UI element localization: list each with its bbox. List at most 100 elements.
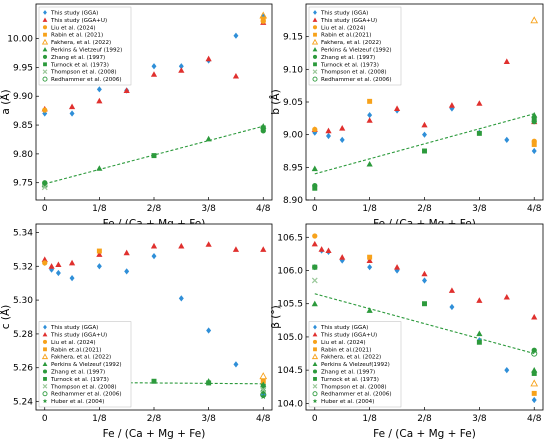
x-tick-label: 2/8 (417, 414, 432, 424)
legend-marker (42, 69, 48, 75)
x-tick-label: 3/8 (201, 414, 216, 424)
data-point (96, 97, 103, 104)
data-point (449, 303, 455, 311)
y-tick-label: 5.24 (13, 398, 33, 408)
legend-marker (312, 47, 318, 52)
legend-marker (312, 361, 318, 367)
legend-marker (41, 353, 49, 360)
legend-label: Perkins & Vietzeuf (1992) (51, 48, 122, 54)
legend-marker (312, 54, 318, 59)
data-point (48, 263, 55, 269)
data-point (318, 246, 325, 252)
data-point (260, 378, 266, 384)
data-point (311, 277, 318, 284)
legend: This study (GGA)This study (GGA+U)Liu et… (308, 6, 402, 86)
legend-marker (312, 369, 318, 374)
legend-label: Liu et al. (2024) (51, 340, 96, 346)
data-point (367, 254, 373, 260)
legend-label: Redhammer et al. (2006) (321, 77, 392, 83)
data-point (476, 297, 483, 303)
x-tick-label: 0 (312, 204, 318, 214)
chart-panel-a: 01/82/83/84/89.759.809.859.909.9510.00Fe… (0, 3, 273, 230)
data-point (150, 242, 158, 249)
y-tick-label: 5.34 (13, 228, 33, 238)
data-point (311, 300, 318, 307)
legend-label: Rabin et al.(2021) (321, 347, 371, 353)
y-tick-label: 5.28 (13, 330, 33, 340)
data-point (367, 264, 373, 271)
data-point (55, 261, 62, 268)
data-point (205, 135, 212, 142)
data-point (96, 251, 103, 257)
legend-marker (42, 47, 48, 52)
data-point (68, 259, 76, 266)
legend-label: Perkins & Vielzeuf (1992) (321, 48, 392, 54)
legend-label: Fakhera, et al. (2022) (321, 355, 381, 361)
data-point (476, 330, 483, 337)
data-point (124, 268, 130, 275)
legend-marker (42, 332, 48, 337)
x-tick-label: 1/8 (92, 414, 107, 424)
y-tick-label: 9.95 (13, 63, 33, 73)
data-point (393, 105, 401, 112)
legend: This study (GGA)This study (GGA+U)Liu et… (38, 6, 132, 86)
data-point (41, 184, 48, 191)
legend-label: Zhang et al. (1997) (321, 55, 375, 61)
legend-label: Huber et al. (2004) (321, 399, 374, 405)
data-point (96, 248, 102, 254)
y-tick-label: 5.26 (13, 364, 33, 374)
trend-line (314, 113, 535, 175)
data-point (476, 100, 483, 106)
data-point (325, 127, 332, 134)
legend-marker (312, 17, 318, 22)
data-point (530, 16, 539, 24)
data-point (69, 110, 75, 117)
data-point (366, 160, 373, 167)
data-point (123, 249, 130, 256)
legend-marker (43, 10, 47, 15)
legend-label: This study (GGA) (50, 11, 98, 17)
data-point (260, 386, 267, 393)
data-point (96, 263, 102, 270)
y-axis-label: a (Å) (0, 89, 12, 114)
x-axis-label: Fe / (Ca + Mg + Fe) (103, 428, 206, 440)
data-point (531, 147, 537, 155)
legend-marker (42, 361, 48, 367)
x-tick-label: 2/8 (147, 204, 162, 214)
data-point (448, 102, 456, 108)
legend-label: Thompson et al. (2008) (320, 384, 387, 390)
legend-label: Liu et al. (2024) (321, 340, 366, 346)
data-point (339, 136, 345, 143)
data-point (476, 339, 482, 345)
x-tick-label: 4/8 (527, 414, 542, 424)
legend-label: This study (GGA+U) (50, 333, 107, 339)
x-tick-label: 1/8 (362, 204, 377, 214)
y-axis-label: β (°) (270, 305, 282, 328)
legend-marker (42, 76, 48, 82)
legend-label: Zhang et al. (1997) (321, 370, 375, 376)
legend-label: Perkins & Vielzeuf (1992) (51, 362, 122, 368)
y-tick-label: 9.00 (283, 131, 303, 141)
data-point (504, 367, 510, 374)
legend-label: Rabin et.al.(2021) (51, 347, 101, 353)
data-point (326, 132, 331, 140)
data-point (206, 380, 212, 386)
y-tick-label: 106.5 (277, 233, 303, 243)
legend-box (38, 6, 132, 86)
legend-marker (43, 32, 47, 37)
data-point (503, 58, 510, 64)
legend-label: This study (GGA+U) (50, 18, 107, 24)
y-tick-label: 105.5 (277, 300, 303, 310)
y-tick-label: 9.80 (13, 150, 33, 160)
y-tick-label: 9.85 (13, 121, 33, 131)
data-point (422, 301, 427, 307)
data-point (232, 246, 240, 252)
legend-marker (43, 62, 47, 67)
data-point (421, 270, 428, 277)
data-point (339, 254, 346, 260)
data-point (422, 131, 427, 138)
data-point (366, 307, 373, 313)
data-point (178, 63, 184, 70)
legend-label: Redhammer et al. (2006) (51, 392, 122, 398)
chart-panel-b: 01/82/83/84/88.908.959.009.059.109.15Fe … (269, 3, 544, 230)
